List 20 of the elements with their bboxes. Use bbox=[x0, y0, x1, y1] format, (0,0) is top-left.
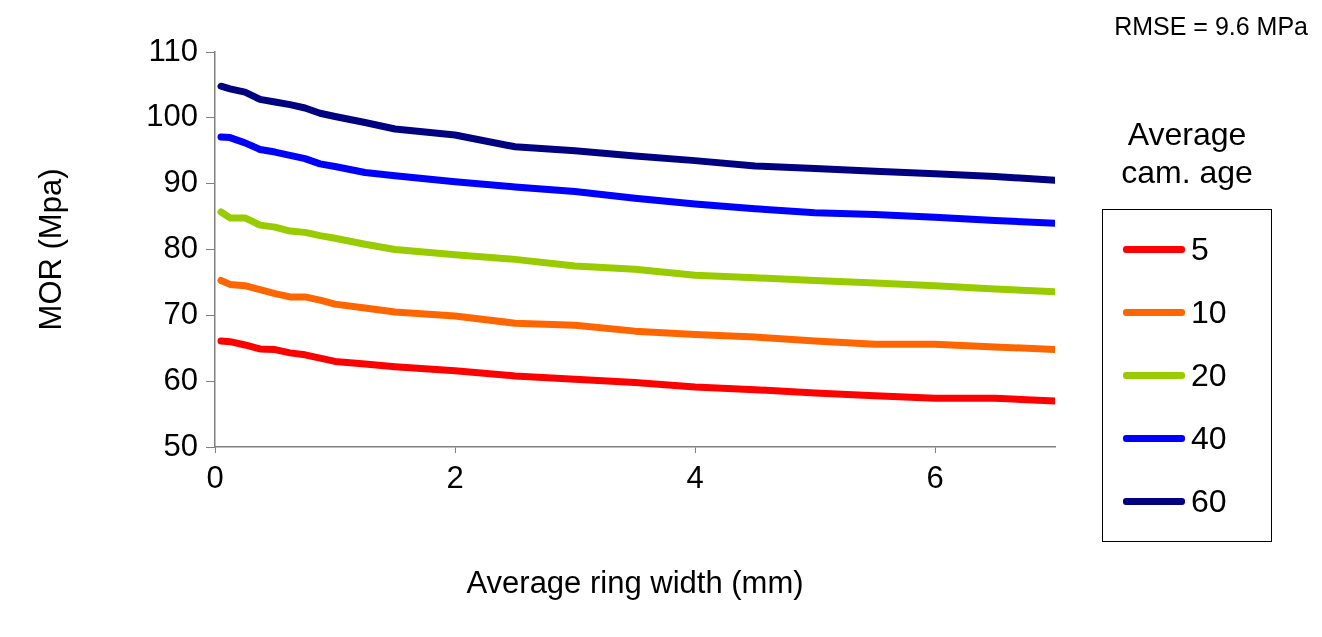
x-tick-label: 0 bbox=[206, 460, 224, 496]
y-tick-label: 70 bbox=[163, 295, 198, 331]
x-tick-label: 6 bbox=[926, 460, 944, 496]
legend-label: 40 bbox=[1191, 420, 1227, 457]
text: RMSE = 9.6 MPa bbox=[1114, 12, 1308, 41]
y-axis-title: MOR (Mpa) bbox=[33, 168, 69, 331]
legend-label: 60 bbox=[1191, 483, 1227, 520]
legend-label: 10 bbox=[1191, 294, 1227, 331]
x-tick-label: 4 bbox=[686, 460, 704, 496]
y-tick-label: 60 bbox=[163, 361, 198, 397]
y-tick-label: 90 bbox=[163, 164, 198, 200]
legend-label: 5 bbox=[1191, 231, 1209, 268]
legend-label: 20 bbox=[1191, 357, 1227, 394]
y-tick-label: 50 bbox=[163, 427, 198, 463]
y-tick-label: 110 bbox=[148, 32, 198, 68]
x-axis-title: Average ring width (mm) bbox=[466, 564, 804, 600]
y-tick-label: 80 bbox=[163, 230, 198, 266]
y-tick-label: 100 bbox=[146, 98, 198, 134]
x-tick-label: 2 bbox=[446, 460, 464, 496]
legend-title: Average cam. age bbox=[1120, 115, 1254, 191]
